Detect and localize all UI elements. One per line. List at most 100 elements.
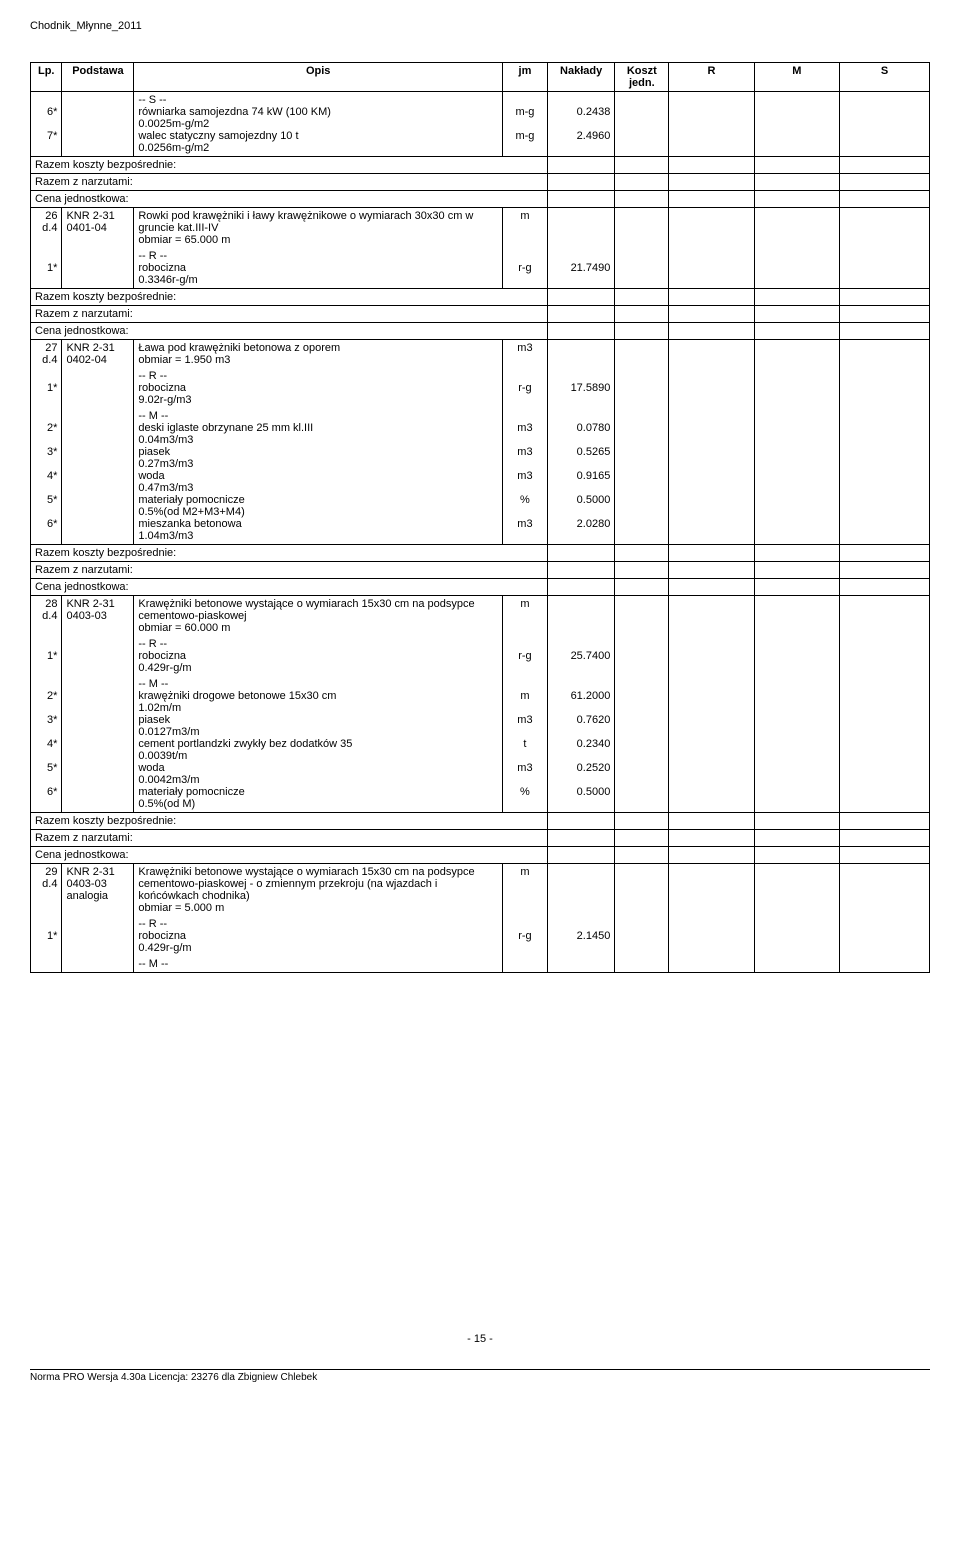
cell-opis: materiały pomocnicze	[138, 494, 244, 506]
cell-opis: 0.5%(od M)	[138, 798, 195, 810]
cell-jm: m3	[517, 518, 532, 530]
table-header-row: Lp. Podstawa Opis jm Nakłady Koszt jedn.…	[31, 63, 930, 92]
cell-opis: robocizna	[138, 382, 186, 394]
cell-nak: 0.2340	[577, 738, 611, 750]
cell-opis: 0.429r-g/m	[138, 662, 191, 674]
table-row: 27d.4 KNR 2-310402-04 Ława pod krawężnik…	[31, 340, 930, 369]
cell-opis: 1.04m3/m3	[138, 530, 193, 542]
summary-row: Cena jednostkowa:	[31, 323, 930, 340]
cell-opis: woda	[138, 470, 164, 482]
cell-pod: KNR 2-31	[66, 342, 114, 354]
footer-area: - 15 - Norma PRO Wersja 4.30a Licencja: …	[30, 1333, 930, 1383]
cell-lp: 5*	[47, 494, 57, 506]
cell-nak: 25.7400	[571, 650, 611, 662]
summary-row: Razem koszty bezpośrednie:	[31, 157, 930, 174]
cell-nak: 0.0780	[577, 422, 611, 434]
cell-opis: 0.5%(od M2+M3+M4)	[138, 506, 244, 518]
col-jm: jm	[502, 63, 547, 92]
cell-opis: -- R --	[138, 370, 167, 382]
sum-label: Cena jednostkowa:	[31, 191, 548, 208]
cell-lp-sub: d.4	[42, 610, 57, 622]
cell-opis: Ława pod krawężniki betonowa z oporem	[138, 342, 340, 354]
cell-jm: m3	[517, 446, 532, 458]
cell-lp: 28	[45, 598, 57, 610]
col-s: S	[840, 63, 930, 92]
cell-lp: 6*	[47, 106, 57, 118]
cell-opis: piasek	[138, 446, 170, 458]
cell-nak: 2.4960	[577, 130, 611, 142]
cell-jm: t	[523, 738, 526, 750]
cell-lp: 1*	[47, 262, 57, 274]
cell-pod: KNR 2-31	[66, 866, 114, 878]
cell-nak: 0.5000	[577, 786, 611, 798]
summary-row: Cena jednostkowa:	[31, 579, 930, 596]
cell-lp: 7*	[47, 130, 57, 142]
footer-text: Norma PRO Wersja 4.30a Licencja: 23276 d…	[30, 1369, 930, 1383]
cell-opis: Krawężniki betonowe wystające o wymiarac…	[138, 598, 474, 622]
table-row: 2*3*4*5*6* -- M -- krawężniki drogowe be…	[31, 676, 930, 813]
cell-jm: m3	[517, 470, 532, 482]
cell-lp: 6*	[47, 518, 57, 530]
cell-opis: -- M --	[138, 410, 168, 422]
cell-opis: obmiar = 65.000 m	[138, 234, 230, 246]
cell-opis: robocizna	[138, 650, 186, 662]
summary-row: Razem z narzutami:	[31, 830, 930, 847]
cell-nak: 61.2000	[571, 690, 611, 702]
cell-nak: 0.9165	[577, 470, 611, 482]
cell-pod: 0403-03	[66, 878, 106, 890]
table-row: 6*7* -- S -- równiarka samojezdna 74 kW …	[31, 92, 930, 157]
cell-opis: krawężniki drogowe betonowe 15x30 cm	[138, 690, 336, 702]
sum-label: Razem koszty bezpośrednie:	[31, 157, 548, 174]
cell-opis: Rowki pod krawężniki i ławy krawężnikowe…	[138, 210, 473, 234]
sum-label: Cena jednostkowa:	[31, 323, 548, 340]
cell-opis: obmiar = 5.000 m	[138, 902, 224, 914]
cell-lp: 4*	[47, 738, 57, 750]
table-row: 1* -- R --robocizna0.429r-g/m r-g 2.1450	[31, 916, 930, 956]
cell-jm: %	[520, 494, 530, 506]
cell-pod: 0401-04	[66, 222, 106, 234]
table-row: 1* -- R --robocizna0.3346r-g/m r-g 21.74…	[31, 248, 930, 289]
cell-opis: deski iglaste obrzynane 25 mm kl.III	[138, 422, 313, 434]
sum-label: Razem koszty bezpośrednie:	[31, 813, 548, 830]
cell-lp: 1*	[47, 382, 57, 394]
cell-lp: 2*	[47, 690, 57, 702]
cell-lp: 4*	[47, 470, 57, 482]
sum-label: Cena jednostkowa:	[31, 579, 548, 596]
summary-row: Razem koszty bezpośrednie:	[31, 813, 930, 830]
cell-opis: cement portlandzki zwykły bez dodatków 3…	[138, 738, 352, 750]
cell-nak: 0.7620	[577, 714, 611, 726]
cell-opis: piasek	[138, 714, 170, 726]
cell-opis: 0.3346r-g/m	[138, 274, 197, 286]
sum-label: Cena jednostkowa:	[31, 847, 548, 864]
cell-lp: 27	[45, 342, 57, 354]
cell-jm: r-g	[518, 650, 531, 662]
summary-row: Razem z narzutami:	[31, 562, 930, 579]
cell-pod: 0402-04	[66, 354, 106, 366]
col-koszt: Koszt jedn.	[615, 63, 669, 92]
cell-opis: mieszanka betonowa	[138, 518, 241, 530]
col-podstawa: Podstawa	[62, 63, 134, 92]
cell-lp: 3*	[47, 446, 57, 458]
cell-nak: 0.2438	[577, 106, 611, 118]
col-r: R	[669, 63, 754, 92]
cell-opis: -- M --	[134, 956, 503, 973]
cell-opis: 0.429r-g/m	[138, 942, 191, 954]
cell-jm: m	[502, 864, 547, 917]
cell-lp-sub: d.4	[42, 354, 57, 366]
doc-header: Chodnik_Młynne_2011	[30, 20, 930, 32]
summary-row: Razem koszty bezpośrednie:	[31, 289, 930, 306]
sum-label: Razem koszty bezpośrednie:	[31, 545, 548, 562]
sum-label: Razem z narzutami:	[31, 562, 548, 579]
cell-jm: m3	[517, 422, 532, 434]
cell-jm: m3	[502, 340, 547, 369]
cell-opis: 9.02r-g/m3	[138, 394, 191, 406]
cell-opis: -- R --	[138, 250, 167, 262]
col-opis: Opis	[134, 63, 503, 92]
table-row: 29d.4 KNR 2-310403-03analogia Krawężniki…	[31, 864, 930, 917]
sum-label: Razem z narzutami:	[31, 306, 548, 323]
cell-opis: 1.02m/m	[138, 702, 181, 714]
cost-table: Lp. Podstawa Opis jm Nakłady Koszt jedn.…	[30, 62, 930, 973]
cell-jm: m	[502, 596, 547, 637]
cell-lp: 29	[45, 866, 57, 878]
cell-nak: 2.0280	[577, 518, 611, 530]
